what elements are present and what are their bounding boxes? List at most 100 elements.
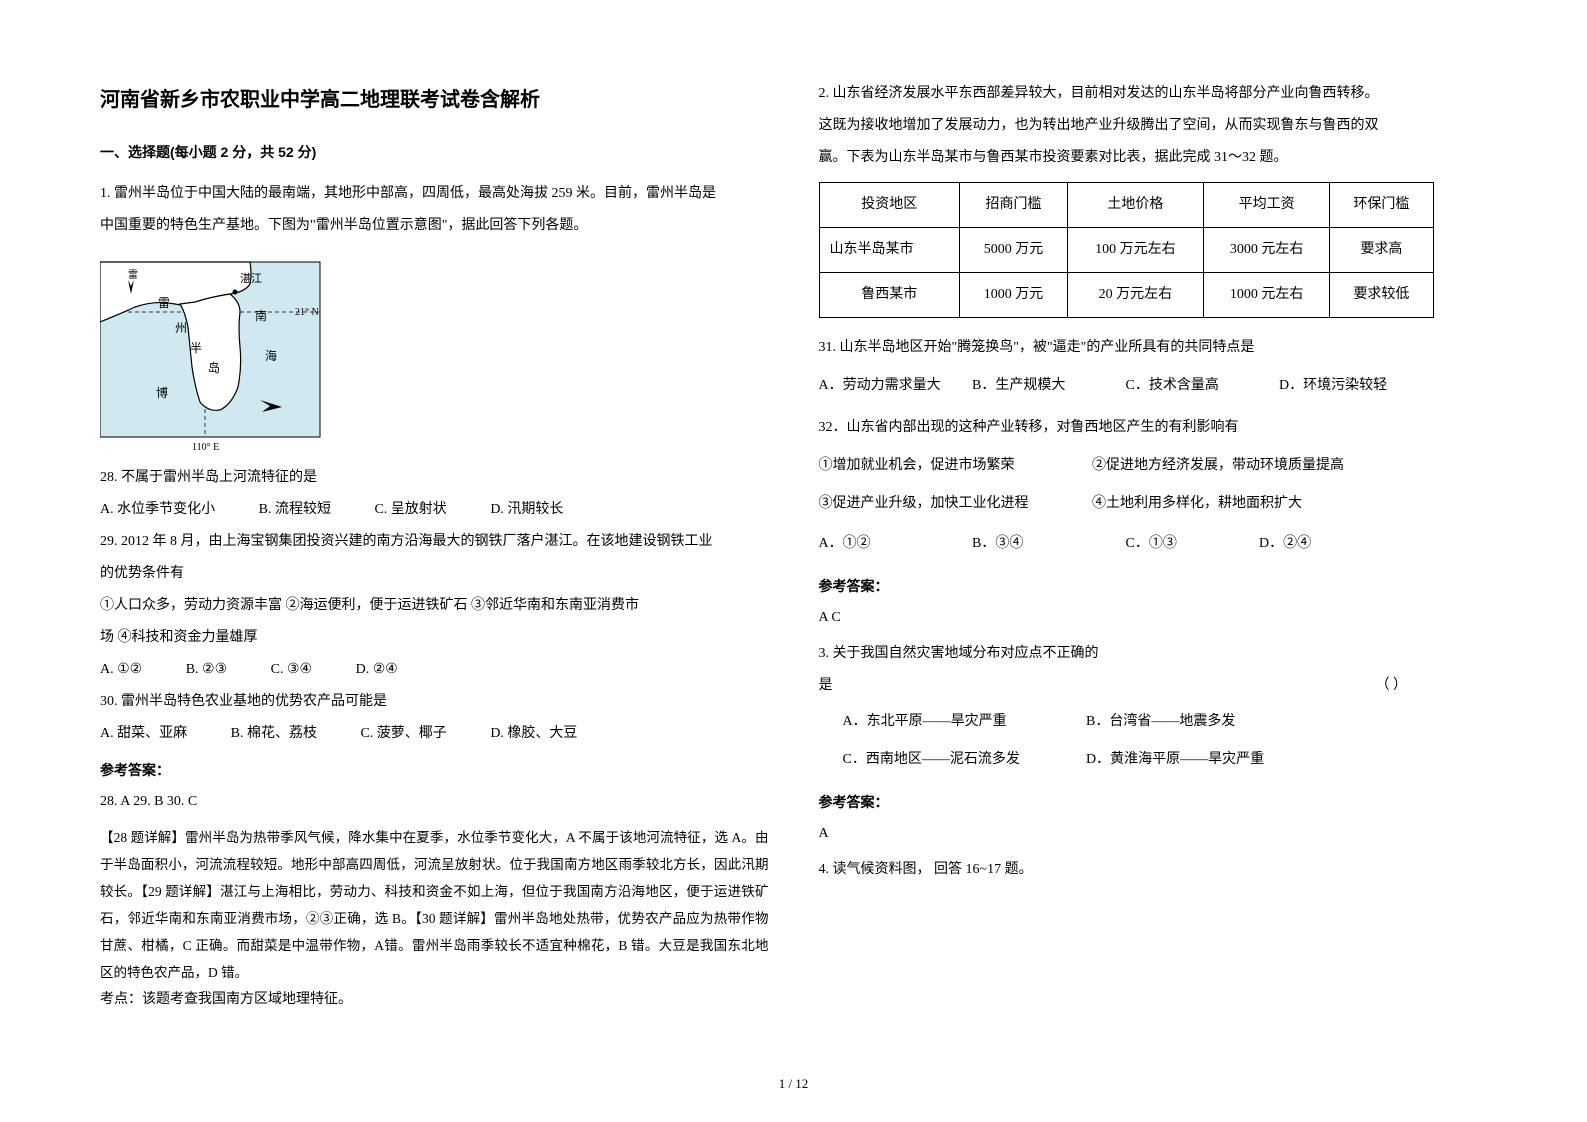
map-figure: 雷 雷 州 半 岛 南 博 海 湛江 21° N 110° E bbox=[100, 252, 330, 452]
q3-stem-line-2: 是 （ ） bbox=[819, 672, 1488, 700]
q32-opt-b: B．③④ bbox=[972, 530, 1122, 558]
td-r2c2: 1000 万元 bbox=[960, 273, 1068, 318]
q32-opt-a: A．①② bbox=[819, 530, 969, 558]
section-header: 一、选择题(每小题 2 分，共 52 分) bbox=[100, 138, 769, 166]
td-r1c5: 要求高 bbox=[1330, 228, 1433, 273]
q3-opts-row1: A．东北平原——旱灾严重 B．台湾省——地震多发 bbox=[819, 708, 1488, 736]
q30-options: A. 甜菜、亚麻 B. 棉花、荔枝 C. 菠萝、椰子 D. 橡胶、大豆 bbox=[100, 720, 769, 748]
investment-table: 投资地区 招商门槛 土地价格 平均工资 环保门槛 山东半岛某市 5000 万元 … bbox=[819, 182, 1434, 318]
q29-stem-line-2: 的优势条件有 bbox=[100, 560, 769, 588]
q3-opt-d: D．黄淮海平原——旱灾严重 bbox=[1086, 752, 1264, 767]
q2-answer-line: A C bbox=[819, 604, 1488, 632]
q30-opt-c: C. 菠萝、椰子 bbox=[360, 720, 446, 748]
table-row: 鲁西某市 1000 万元 20 万元左右 1000 元左右 要求较低 bbox=[819, 273, 1433, 318]
q3-opt-a: A．东北平原——旱灾严重 bbox=[843, 708, 1083, 736]
table-header-row: 投资地区 招商门槛 土地价格 平均工资 环保门槛 bbox=[819, 183, 1433, 228]
th-threshold: 招商门槛 bbox=[960, 183, 1068, 228]
zhanjiang-dot bbox=[233, 290, 238, 295]
q31-stem: 31. 山东半岛地区开始"腾笼换鸟"，被"逼走"的产业所具有的共同特点是 bbox=[819, 334, 1488, 362]
q29-stem-line-1: 29. 2012 年 8 月，由上海宝钢集团投资兴建的南方沿海最大的钢铁厂落户湛… bbox=[100, 528, 769, 556]
page-title: 河南省新乡市农职业中学高二地理联考试卷含解析 bbox=[100, 80, 769, 120]
q2-intro-line-1: 2. 山东省经济发展水平东西部差异较大，目前相对发达的山东半岛将部分产业向鲁西转… bbox=[819, 80, 1488, 108]
q32-cond-row1: ①增加就业机会，促进市场繁荣 ②促进地方经济发展，带动环境质量提高 bbox=[819, 452, 1488, 480]
q1-answer-line: 28. A 29. B 30. C bbox=[100, 788, 769, 816]
table-row: 山东半岛某市 5000 万元 100 万元左右 3000 元左右 要求高 bbox=[819, 228, 1433, 273]
label-bo: 博 bbox=[156, 385, 168, 400]
q3-opt-c: C．西南地区——泥石流多发 bbox=[843, 746, 1083, 774]
label-zhou: 州 bbox=[175, 321, 187, 335]
q29-opt-a: A. ①② bbox=[100, 656, 142, 684]
label-lei: 雷 bbox=[128, 269, 138, 281]
q3-stem2-text: 是 bbox=[819, 672, 833, 700]
q4-stem: 4. 读气候资料图， 回答 16~17 题。 bbox=[819, 856, 1488, 884]
q3-answer-label: 参考答案： bbox=[819, 788, 1488, 816]
q29-opt-c: C. ③④ bbox=[271, 656, 312, 684]
label-ban: 半 bbox=[190, 341, 202, 355]
q28-opt-d: D. 汛期较长 bbox=[490, 496, 563, 524]
td-r1c1: 山东半岛某市 bbox=[819, 228, 960, 273]
q29-cond-line-2: 场 ④科技和资金力量雄厚 bbox=[100, 624, 769, 652]
th-landprice: 土地价格 bbox=[1067, 183, 1203, 228]
q32-c2: ②促进地方经济发展，带动环境质量提高 bbox=[1092, 458, 1344, 473]
q32-opt-c: C．①③ bbox=[1126, 530, 1256, 558]
q3-opt-b: B．台湾省——地震多发 bbox=[1086, 714, 1235, 729]
q29-opt-d: D. ②④ bbox=[356, 656, 398, 684]
q2-answer-label: 参考答案： bbox=[819, 572, 1488, 600]
left-column: 河南省新乡市农职业中学高二地理联考试卷含解析 一、选择题(每小题 2 分，共 5… bbox=[100, 80, 769, 1082]
td-r2c1: 鲁西某市 bbox=[819, 273, 960, 318]
lat-label: 21° N bbox=[295, 307, 319, 318]
q30-opt-b: B. 棉花、荔枝 bbox=[231, 720, 317, 748]
q1-answer-label: 参考答案： bbox=[100, 756, 769, 784]
q29-opt-b: B. ②③ bbox=[186, 656, 227, 684]
q3-stem-line-1: 3. 关于我国自然灾害地域分布对应点不正确的 bbox=[819, 640, 1488, 668]
q32-cond-row2: ③促进产业升级，加快工业化进程 ④土地利用多样化，耕地面积扩大 bbox=[819, 490, 1488, 518]
q29-cond-line-1: ①人口众多，劳动力资源丰富 ②海运便利，便于运进铁矿石 ③邻近华南和东南亚消费市 bbox=[100, 592, 769, 620]
q29-options: A. ①② B. ②③ C. ③④ D. ②④ bbox=[100, 656, 769, 684]
q30-stem: 30. 雷州半岛特色农业基地的优势农产品可能是 bbox=[100, 688, 769, 716]
q3-answer-line: A bbox=[819, 820, 1488, 848]
q31-options: A．劳动力需求量大 B．生产规模大 C．技术含量高 D．环境污染较轻 bbox=[819, 372, 1488, 400]
q1-intro-line-1: 1. 雷州半岛位于中国大陆的最南端，其地形中部高，四周低，最高处海拔 259 米… bbox=[100, 180, 769, 208]
label-hai: 海 bbox=[265, 348, 277, 363]
td-r2c4: 1000 元左右 bbox=[1203, 273, 1330, 318]
th-wage: 平均工资 bbox=[1203, 183, 1330, 228]
q31-opt-a: A．劳动力需求量大 bbox=[819, 372, 969, 400]
q1-kaodian: 考点：该题考查我国南方区域地理特征。 bbox=[100, 986, 769, 1014]
q28-opt-a: A. 水位季节变化小 bbox=[100, 496, 215, 524]
q28-options: A. 水位季节变化小 B. 流程较短 C. 呈放射状 D. 汛期较长 bbox=[100, 496, 769, 524]
label-zhanjiang: 湛江 bbox=[240, 272, 262, 285]
td-r1c2: 5000 万元 bbox=[960, 228, 1068, 273]
td-r2c3: 20 万元左右 bbox=[1067, 273, 1203, 318]
label-nan: 南 bbox=[255, 308, 267, 323]
q31-opt-d: D．环境污染较轻 bbox=[1279, 372, 1387, 400]
label-dao: 岛 bbox=[208, 360, 220, 375]
right-column: 2. 山东省经济发展水平东西部差异较大，目前相对发达的山东半岛将部分产业向鲁西转… bbox=[819, 80, 1488, 1082]
lon-label: 110° E bbox=[192, 442, 219, 452]
td-r1c4: 3000 元左右 bbox=[1203, 228, 1330, 273]
td-r2c5: 要求较低 bbox=[1330, 273, 1433, 318]
th-region: 投资地区 bbox=[819, 183, 960, 228]
q2-intro-line-3: 赢。下表为山东半岛某市与鲁西某市投资要素对比表，据此完成 31～32 题。 bbox=[819, 144, 1488, 172]
td-r1c3: 100 万元左右 bbox=[1067, 228, 1203, 273]
q1-intro-line-2: 中国重要的特色生产基地。下图为"雷州半岛位置示意图"，据此回答下列各题。 bbox=[100, 212, 769, 240]
q32-stem: 32．山东省内部出现的这种产业转移，对鲁西地区产生的有利影响有 bbox=[819, 414, 1488, 442]
q1-explanation: 【28 题详解】雷州半岛为热带季风气候，降水集中在夏季，水位季节变化大，A 不属… bbox=[100, 824, 769, 986]
q30-opt-a: A. 甜菜、亚麻 bbox=[100, 720, 187, 748]
q2-intro-line-2: 这既为接收地增加了发展动力，也为转出地产业升级腾出了空间，从而实现鲁东与鲁西的双 bbox=[819, 112, 1488, 140]
q3-paren: （ ） bbox=[1376, 672, 1488, 700]
q28-opt-b: B. 流程较短 bbox=[259, 496, 331, 524]
th-env: 环保门槛 bbox=[1330, 183, 1433, 228]
q28-stem: 28. 不属于雷州半岛上河流特征的是 bbox=[100, 464, 769, 492]
label-lei2: 雷 bbox=[158, 296, 170, 310]
page-number: 1 / 12 bbox=[779, 1076, 809, 1092]
q3-opts-row2: C．西南地区——泥石流多发 D．黄淮海平原——旱灾严重 bbox=[819, 746, 1488, 774]
q28-opt-c: C. 呈放射状 bbox=[374, 496, 446, 524]
q32-options: A．①② B．③④ C．①③ D．②④ bbox=[819, 530, 1488, 558]
map-svg: 雷 雷 州 半 岛 南 博 海 湛江 21° N 110° E bbox=[100, 252, 330, 452]
q32-c1: ①增加就业机会，促进市场繁荣 bbox=[819, 452, 1089, 480]
q31-opt-c: C．技术含量高 bbox=[1126, 372, 1276, 400]
q32-opt-d: D．②④ bbox=[1259, 530, 1311, 558]
q31-opt-b: B．生产规模大 bbox=[972, 372, 1122, 400]
q30-opt-d: D. 橡胶、大豆 bbox=[490, 720, 577, 748]
q32-c3: ③促进产业升级，加快工业化进程 bbox=[819, 490, 1089, 518]
